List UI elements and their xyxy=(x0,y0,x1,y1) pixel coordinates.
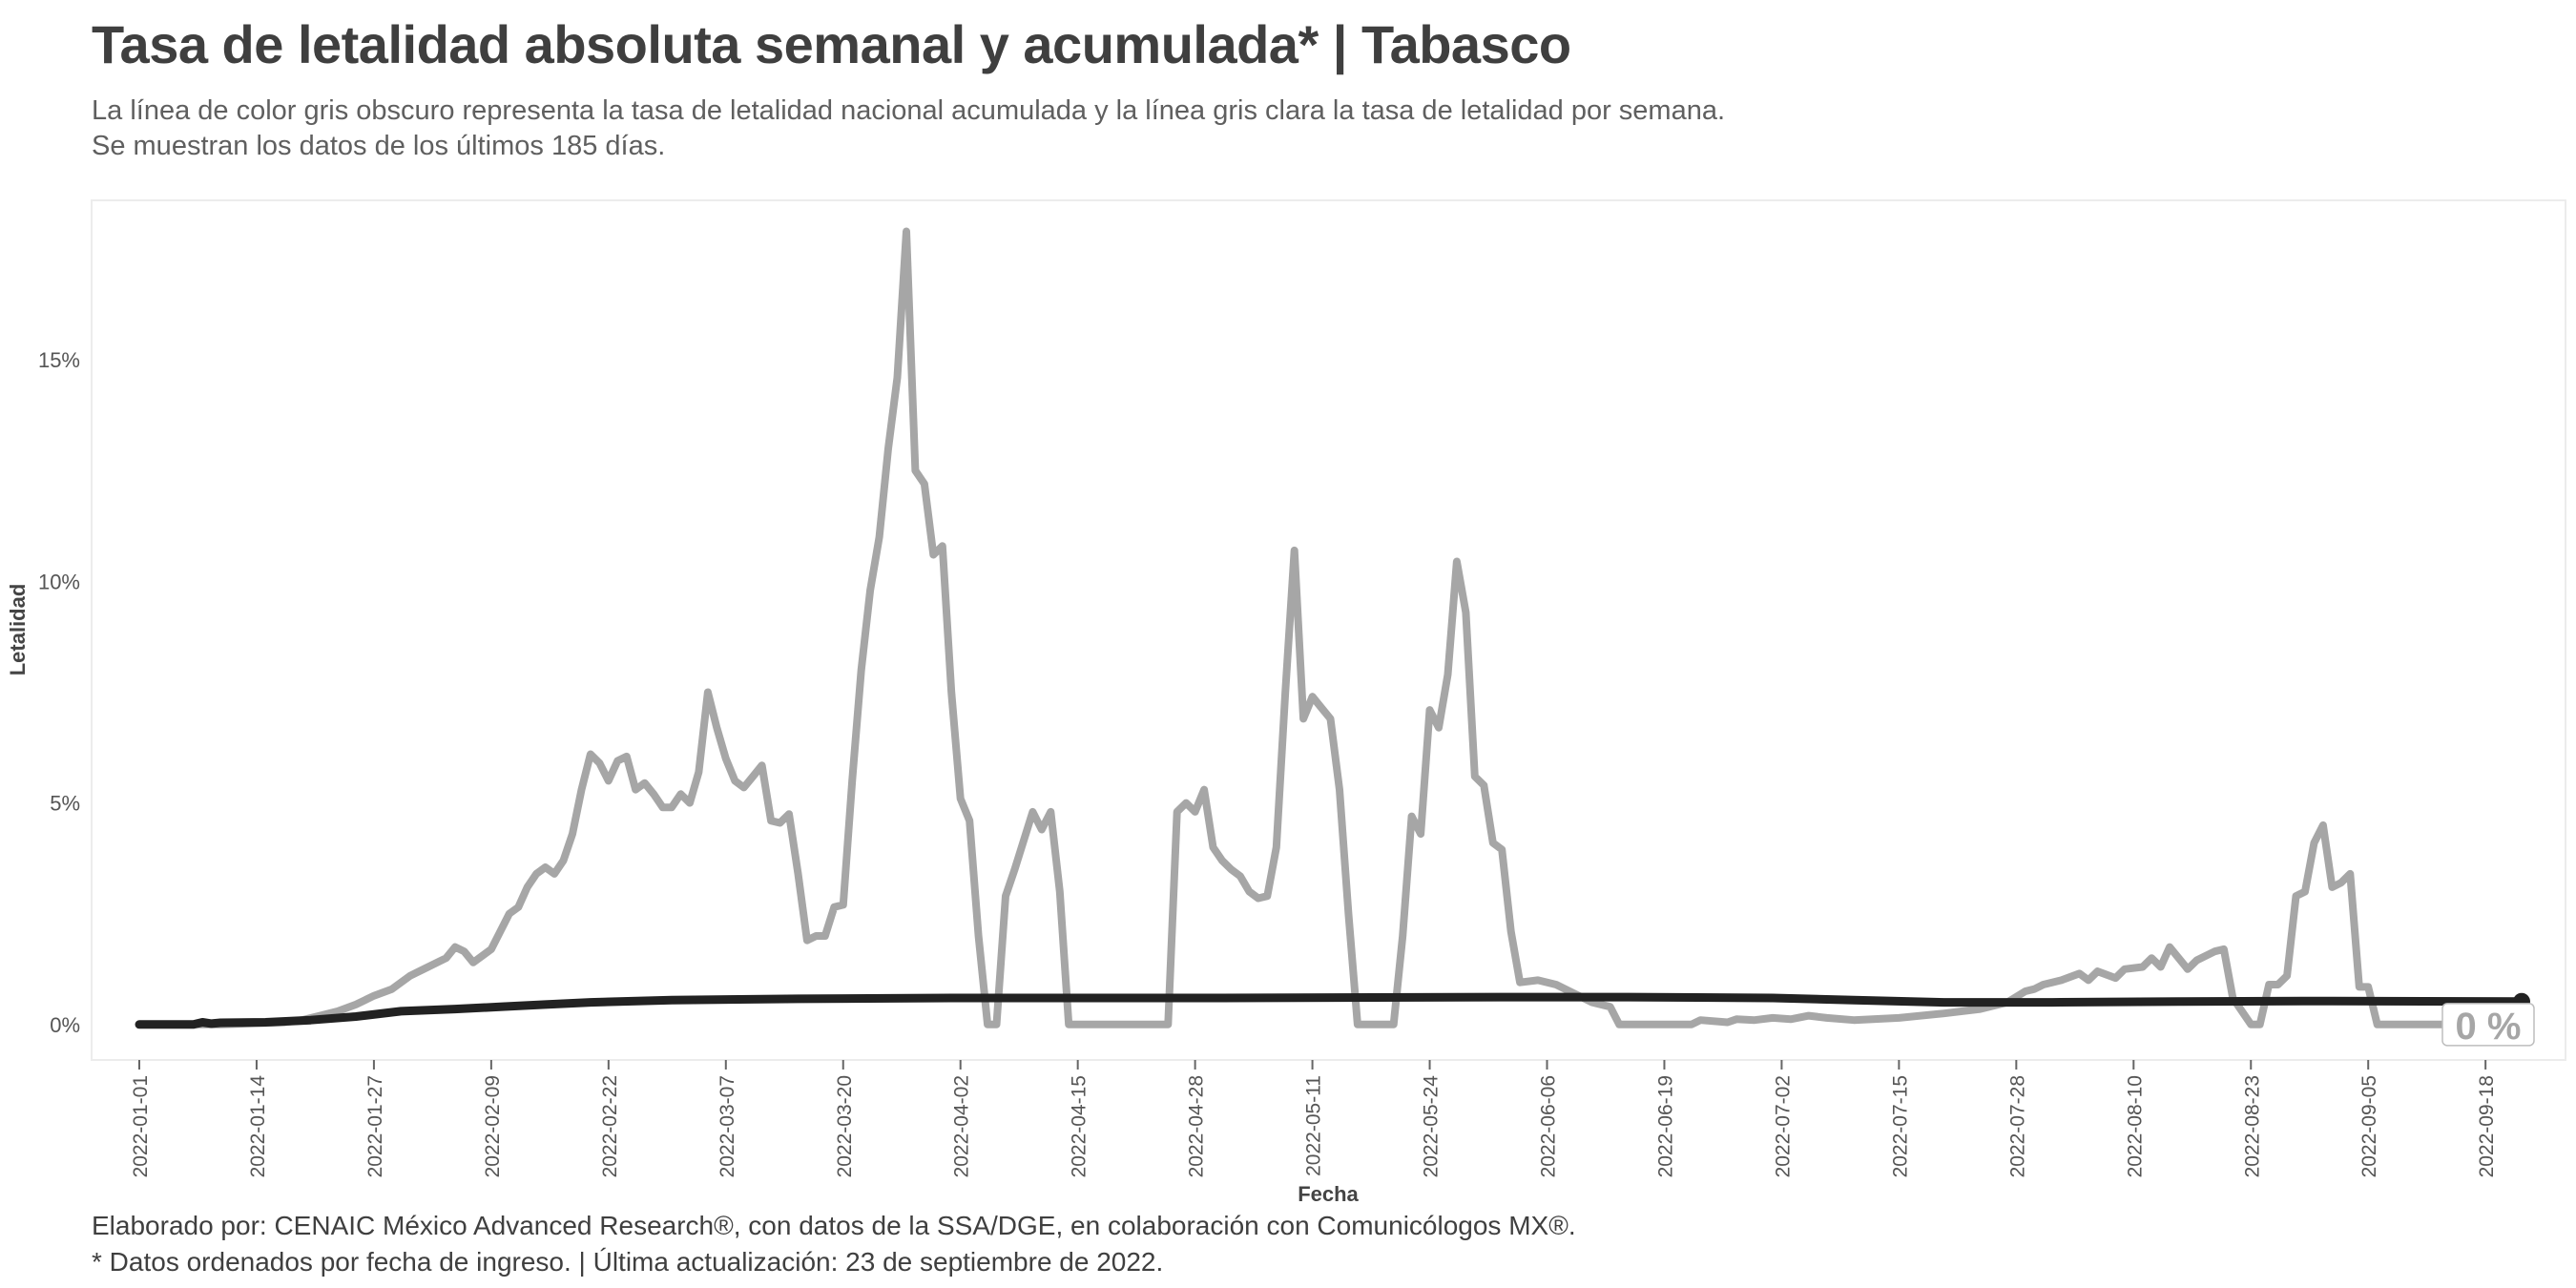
end-value-label-box xyxy=(2441,1003,2535,1047)
x-tick-label: 2022-03-20 xyxy=(834,1075,856,1177)
chart-subtitle: La línea de color gris obscuro represent… xyxy=(92,93,1725,164)
subtitle-line-1: La línea de color gris obscuro represent… xyxy=(92,95,1726,126)
x-tick-label: 2022-08-10 xyxy=(2124,1075,2146,1177)
series-line-weekly xyxy=(135,227,2525,1028)
x-tick-label: 2022-09-05 xyxy=(2358,1075,2380,1177)
chart-caption: Elaborado por: CENAIC México Advanced Re… xyxy=(92,1208,1576,1280)
x-tick-label: 2022-01-14 xyxy=(247,1075,269,1178)
x-axis-label: Fecha xyxy=(1298,1182,1359,1206)
x-tick-label: 2022-02-22 xyxy=(599,1075,621,1177)
y-tick-label: 5% xyxy=(50,792,80,816)
x-tick-label: 2022-05-11 xyxy=(1303,1075,1325,1176)
subtitle-line-2: Se muestran los datos de los últimos 185… xyxy=(92,131,666,161)
caption-line-1: Elaborado por: CENAIC México Advanced Re… xyxy=(92,1211,1576,1240)
chart-title: Tasa de letalidad absoluta semanal y acu… xyxy=(92,14,1571,74)
x-tick-label: 2022-02-09 xyxy=(482,1075,504,1177)
caption-line-2: * Datos ordenados por fecha de ingreso. … xyxy=(92,1247,1164,1277)
x-tick-label: 2022-07-15 xyxy=(1889,1075,1911,1177)
x-tick-label: 2022-06-06 xyxy=(1538,1075,1560,1177)
x-tick-label: 2022-03-07 xyxy=(717,1075,738,1177)
series-line-cumulative xyxy=(135,992,2526,1029)
x-tick-label: 2022-01-27 xyxy=(364,1075,386,1177)
y-tick-label: 10% xyxy=(38,570,80,593)
x-tick-label: 2022-04-28 xyxy=(1186,1075,1208,1177)
series-layer: 0 % xyxy=(135,227,2535,1048)
y-axis-ticks: 0% 5% 10% 15% xyxy=(38,348,80,1037)
y-tick-label: 15% xyxy=(38,348,80,372)
x-axis-ticks: 2022-01-01 2022-01-14 2022-01-27 2022-02-09… xyxy=(130,1060,2498,1177)
end-value-label: 0 % xyxy=(2456,1006,2522,1048)
x-tick-label: 2022-04-15 xyxy=(1069,1075,1091,1177)
x-tick-label: 2022-01-01 xyxy=(130,1075,152,1177)
plot-panel xyxy=(91,199,2566,1061)
x-tick-label: 2022-09-18 xyxy=(2476,1075,2498,1177)
x-tick-label: 2022-08-23 xyxy=(2241,1075,2263,1177)
x-tick-label: 2022-04-02 xyxy=(951,1075,973,1177)
x-tick-label: 2022-07-28 xyxy=(2006,1075,2028,1177)
x-tick-label: 2022-06-19 xyxy=(1654,1075,1676,1177)
y-axis-label: Letalidad xyxy=(6,584,30,676)
y-tick-label: 0% xyxy=(50,1013,80,1037)
x-tick-label: 2022-05-24 xyxy=(1421,1075,1443,1178)
x-tick-label: 2022-07-02 xyxy=(1772,1075,1794,1177)
